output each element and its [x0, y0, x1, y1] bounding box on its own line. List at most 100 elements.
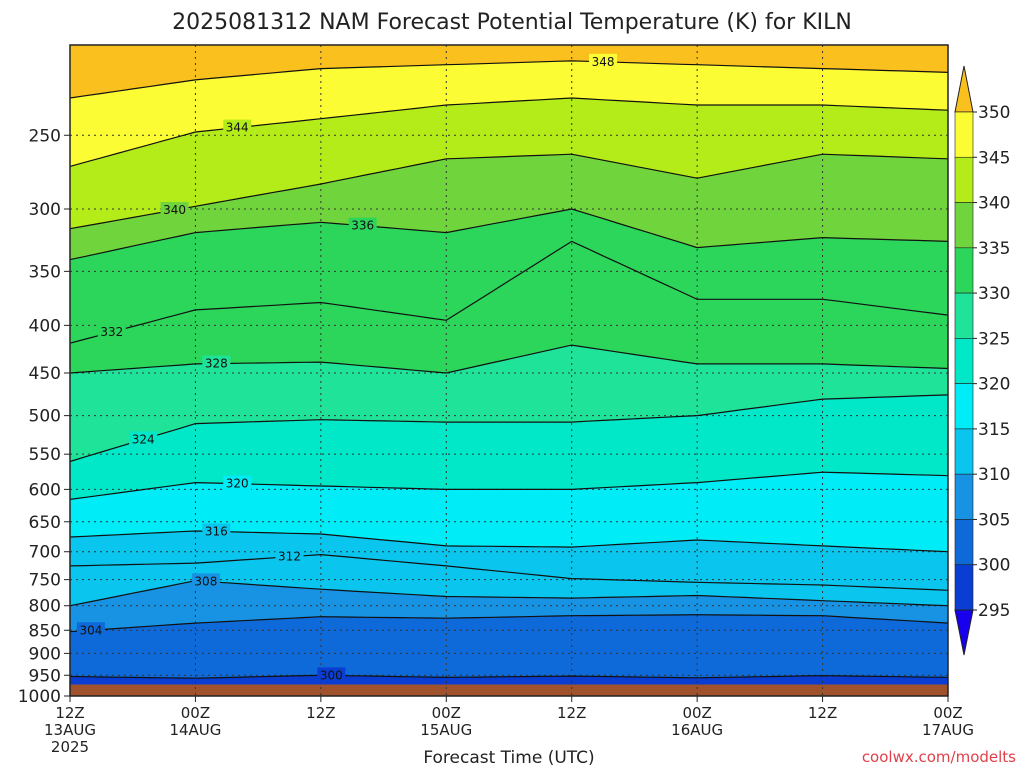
contour-label-324: 324 [132, 432, 155, 446]
colorbar-segment-6 [954, 383, 974, 430]
contour-label-bg-344 [223, 119, 252, 135]
contour-label-340: 340 [163, 203, 186, 217]
x-tick-label-0-1: 12Z [55, 704, 84, 722]
contour-label-bg-312 [275, 548, 304, 564]
contour-label-308: 308 [194, 574, 217, 588]
colorbar-segment-8 [954, 473, 974, 520]
contour-line-344 [69, 97, 949, 167]
contour-label-336: 336 [351, 219, 374, 233]
x-tick-label-3-1: 00Z [432, 704, 461, 722]
x-tick-label-1-2: 14AUG [169, 721, 221, 739]
x-tick-label-3-2: 15AUG [420, 721, 472, 739]
colorbar-label-350: 350 [978, 103, 1010, 123]
colorbar: 350 345 340 335 330 325 320 315 310 305 300 295 [954, 65, 1010, 656]
colorbar-label-345: 345 [978, 148, 1010, 168]
y-tick-label-950: 950 [29, 666, 61, 686]
x-tick-label-5-1: 00Z [682, 704, 711, 722]
plot-frame [69, 44, 949, 697]
contour-line-304 [69, 614, 949, 633]
terrain-fill [70, 684, 948, 696]
contour-label-316: 316 [205, 524, 228, 538]
colorbar-segment-9 [954, 519, 974, 566]
colorbar-arrow-top [954, 65, 974, 113]
colorbar-segment-2 [954, 202, 974, 249]
y-tick-label-450: 450 [29, 364, 61, 384]
contour-label-332: 332 [100, 325, 123, 339]
colorbar-segment-1 [954, 156, 974, 203]
x-tick-label-0-3: 2025 [51, 738, 89, 756]
contour-label-bg-348 [589, 53, 618, 69]
colorbar-label-320: 320 [978, 375, 1010, 395]
pressure-axis: 250 300 350 400 450 500 550 600 650 700 750 800 850 9… [18, 126, 70, 707]
contour-label-bg-300 [317, 667, 346, 683]
y-tick-label-350: 350 [29, 262, 61, 282]
y-tick-label-650: 650 [29, 513, 61, 533]
x-axis-label: Forecast Time (UTC) [423, 748, 594, 768]
y-tick-label-550: 550 [29, 445, 61, 465]
colorbar-label-315: 315 [978, 420, 1010, 440]
colorbar-label-335: 335 [978, 239, 1010, 259]
x-tick-label-7-1: 00Z [933, 704, 962, 722]
y-tick-label-600: 600 [29, 480, 61, 500]
y-tick-label-400: 400 [29, 316, 61, 336]
colorbar-segment-5 [954, 338, 974, 384]
colorbar-label-300: 300 [978, 556, 1010, 576]
contour-label-304: 304 [79, 623, 102, 637]
contour-label-344: 344 [226, 121, 249, 135]
contour-label-300: 300 [320, 668, 343, 682]
y-tick-label-700: 700 [29, 543, 61, 563]
y-tick-label-500: 500 [29, 407, 61, 427]
contour-label-bg-336 [348, 217, 377, 233]
contour-line-336 [69, 208, 949, 261]
x-tick-label-7-2: 17AUG [922, 721, 974, 739]
contour-label-348: 348 [592, 55, 615, 69]
contour-label-bg-332 [97, 324, 126, 340]
contour-line-320 [69, 471, 949, 500]
contour-line-324 [69, 394, 949, 463]
contour-line-312 [69, 553, 949, 591]
x-tick-label-5-2: 16AUG [671, 721, 723, 739]
contour-label-bg-304 [76, 622, 105, 638]
colorbar-label-310: 310 [978, 465, 1010, 485]
y-tick-label-300: 300 [29, 200, 61, 220]
contour-label-320: 320 [226, 477, 249, 491]
filled-contour-bands [70, 45, 948, 696]
colorbar-segment-7 [954, 428, 974, 475]
y-tick-label-250: 250 [29, 126, 61, 146]
y-tick-label-1000: 1000 [18, 687, 61, 707]
colorbar-segment-10 [954, 564, 974, 611]
y-tick-label-850: 850 [29, 621, 61, 641]
contour-line-300 [69, 674, 949, 679]
contour-label-328: 328 [205, 357, 228, 371]
colorbar-segment-0 [954, 111, 974, 158]
y-tick-label-800: 800 [29, 597, 61, 617]
colorbar-label-325: 325 [978, 329, 1010, 349]
contour-line-332 [69, 240, 949, 344]
y-tick-label-900: 900 [29, 644, 61, 664]
y-tick-label-750: 750 [29, 571, 61, 591]
colorbar-segment-3 [954, 247, 974, 294]
contour-label-bg-316 [202, 523, 231, 539]
x-tick-label-0-2: 13AUG [44, 721, 96, 739]
credit-text: coolwx.com/modelts [862, 748, 1016, 766]
colorbar-label-340: 340 [978, 194, 1010, 214]
contour-line-340 [69, 153, 949, 230]
colorbar-label-295: 295 [978, 601, 1010, 621]
contour-label-bg-324 [129, 431, 158, 447]
colorbar-arrow-bottom [954, 609, 974, 656]
x-tick-label-4-1: 12Z [557, 704, 586, 722]
chart-title: 2025081312 NAM Forecast Potential Temper… [172, 10, 852, 35]
x-tick-label-1-1: 00Z [181, 704, 210, 722]
contour-line-348 [69, 60, 949, 99]
contour-label-bg-320 [223, 475, 252, 491]
contour-label-bg-340 [160, 202, 189, 218]
colorbar-label-330: 330 [978, 284, 1010, 304]
x-tick-label-6-1: 12Z [808, 704, 837, 722]
colorbar-segment-4 [954, 292, 974, 339]
contour-label-312: 312 [278, 550, 301, 564]
plot-area: 300 304 308 312 316 320 324 328 332 336 340 344 348 [69, 44, 949, 697]
colorbar-label-305: 305 [978, 510, 1010, 530]
contour-label-bg-308 [191, 573, 220, 589]
